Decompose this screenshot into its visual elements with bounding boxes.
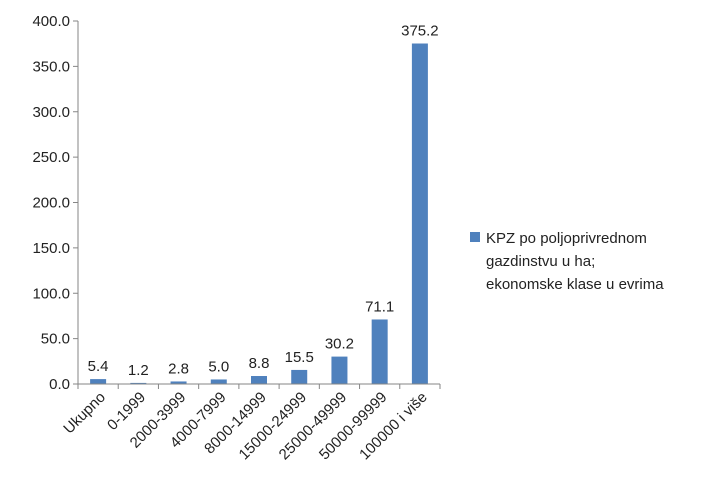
y-tick-label: 350.0	[32, 58, 70, 75]
legend-text-line-3: ekonomske klase u evrima	[486, 276, 664, 293]
y-tick-label: 100.0	[32, 285, 70, 302]
y-tick-label: 250.0	[32, 149, 70, 166]
bars	[90, 43, 428, 384]
bar	[331, 356, 348, 384]
y-axis: 0.0 50.0 100.0 150.0 200.0 250.0 300.0 350.0 400…	[32, 13, 79, 393]
bar	[251, 376, 267, 384]
y-tick-label: 50.0	[41, 331, 70, 348]
x-axis: Ukupno0-19992000-39994000-79998000-14999…	[60, 383, 441, 463]
bar	[371, 319, 388, 384]
data-label: 5.4	[88, 358, 109, 375]
data-label: 8.8	[249, 355, 270, 372]
legend-entry: KPZ po poljoprivrednom	[470, 227, 705, 250]
data-label: 15.5	[285, 349, 314, 366]
y-tick-label: 300.0	[32, 104, 70, 121]
bar	[130, 382, 147, 384]
bar	[291, 369, 308, 384]
data-label: 375.2	[401, 23, 439, 40]
x-tick-label: Ukupno	[60, 389, 109, 438]
legend: KPZ po poljoprivrednom gazdinstvu u ha; …	[470, 227, 705, 296]
data-labels: 5.4 1.2 2.8 5.0 8.8 15.5 30.2 71.1 375.2	[88, 23, 439, 379]
legend-swatch	[470, 232, 480, 242]
data-label: 71.1	[365, 298, 394, 315]
bar	[170, 381, 187, 384]
bar	[411, 43, 428, 384]
y-tick-label: 0.0	[49, 376, 70, 393]
y-tick-label: 150.0	[32, 240, 70, 257]
data-label: 5.0	[208, 358, 229, 375]
data-label: 30.2	[325, 336, 354, 353]
y-tick-label: 200.0	[32, 195, 70, 212]
bar	[90, 379, 107, 384]
data-label: 1.2	[128, 362, 149, 379]
legend-text-line-1: KPZ po poljoprivrednom	[486, 230, 647, 247]
y-tick-label: 400.0	[32, 13, 70, 30]
data-label: 2.8	[168, 360, 189, 377]
legend-text-line-2: gazdinstvu u ha;	[486, 253, 596, 270]
bar	[210, 379, 227, 384]
